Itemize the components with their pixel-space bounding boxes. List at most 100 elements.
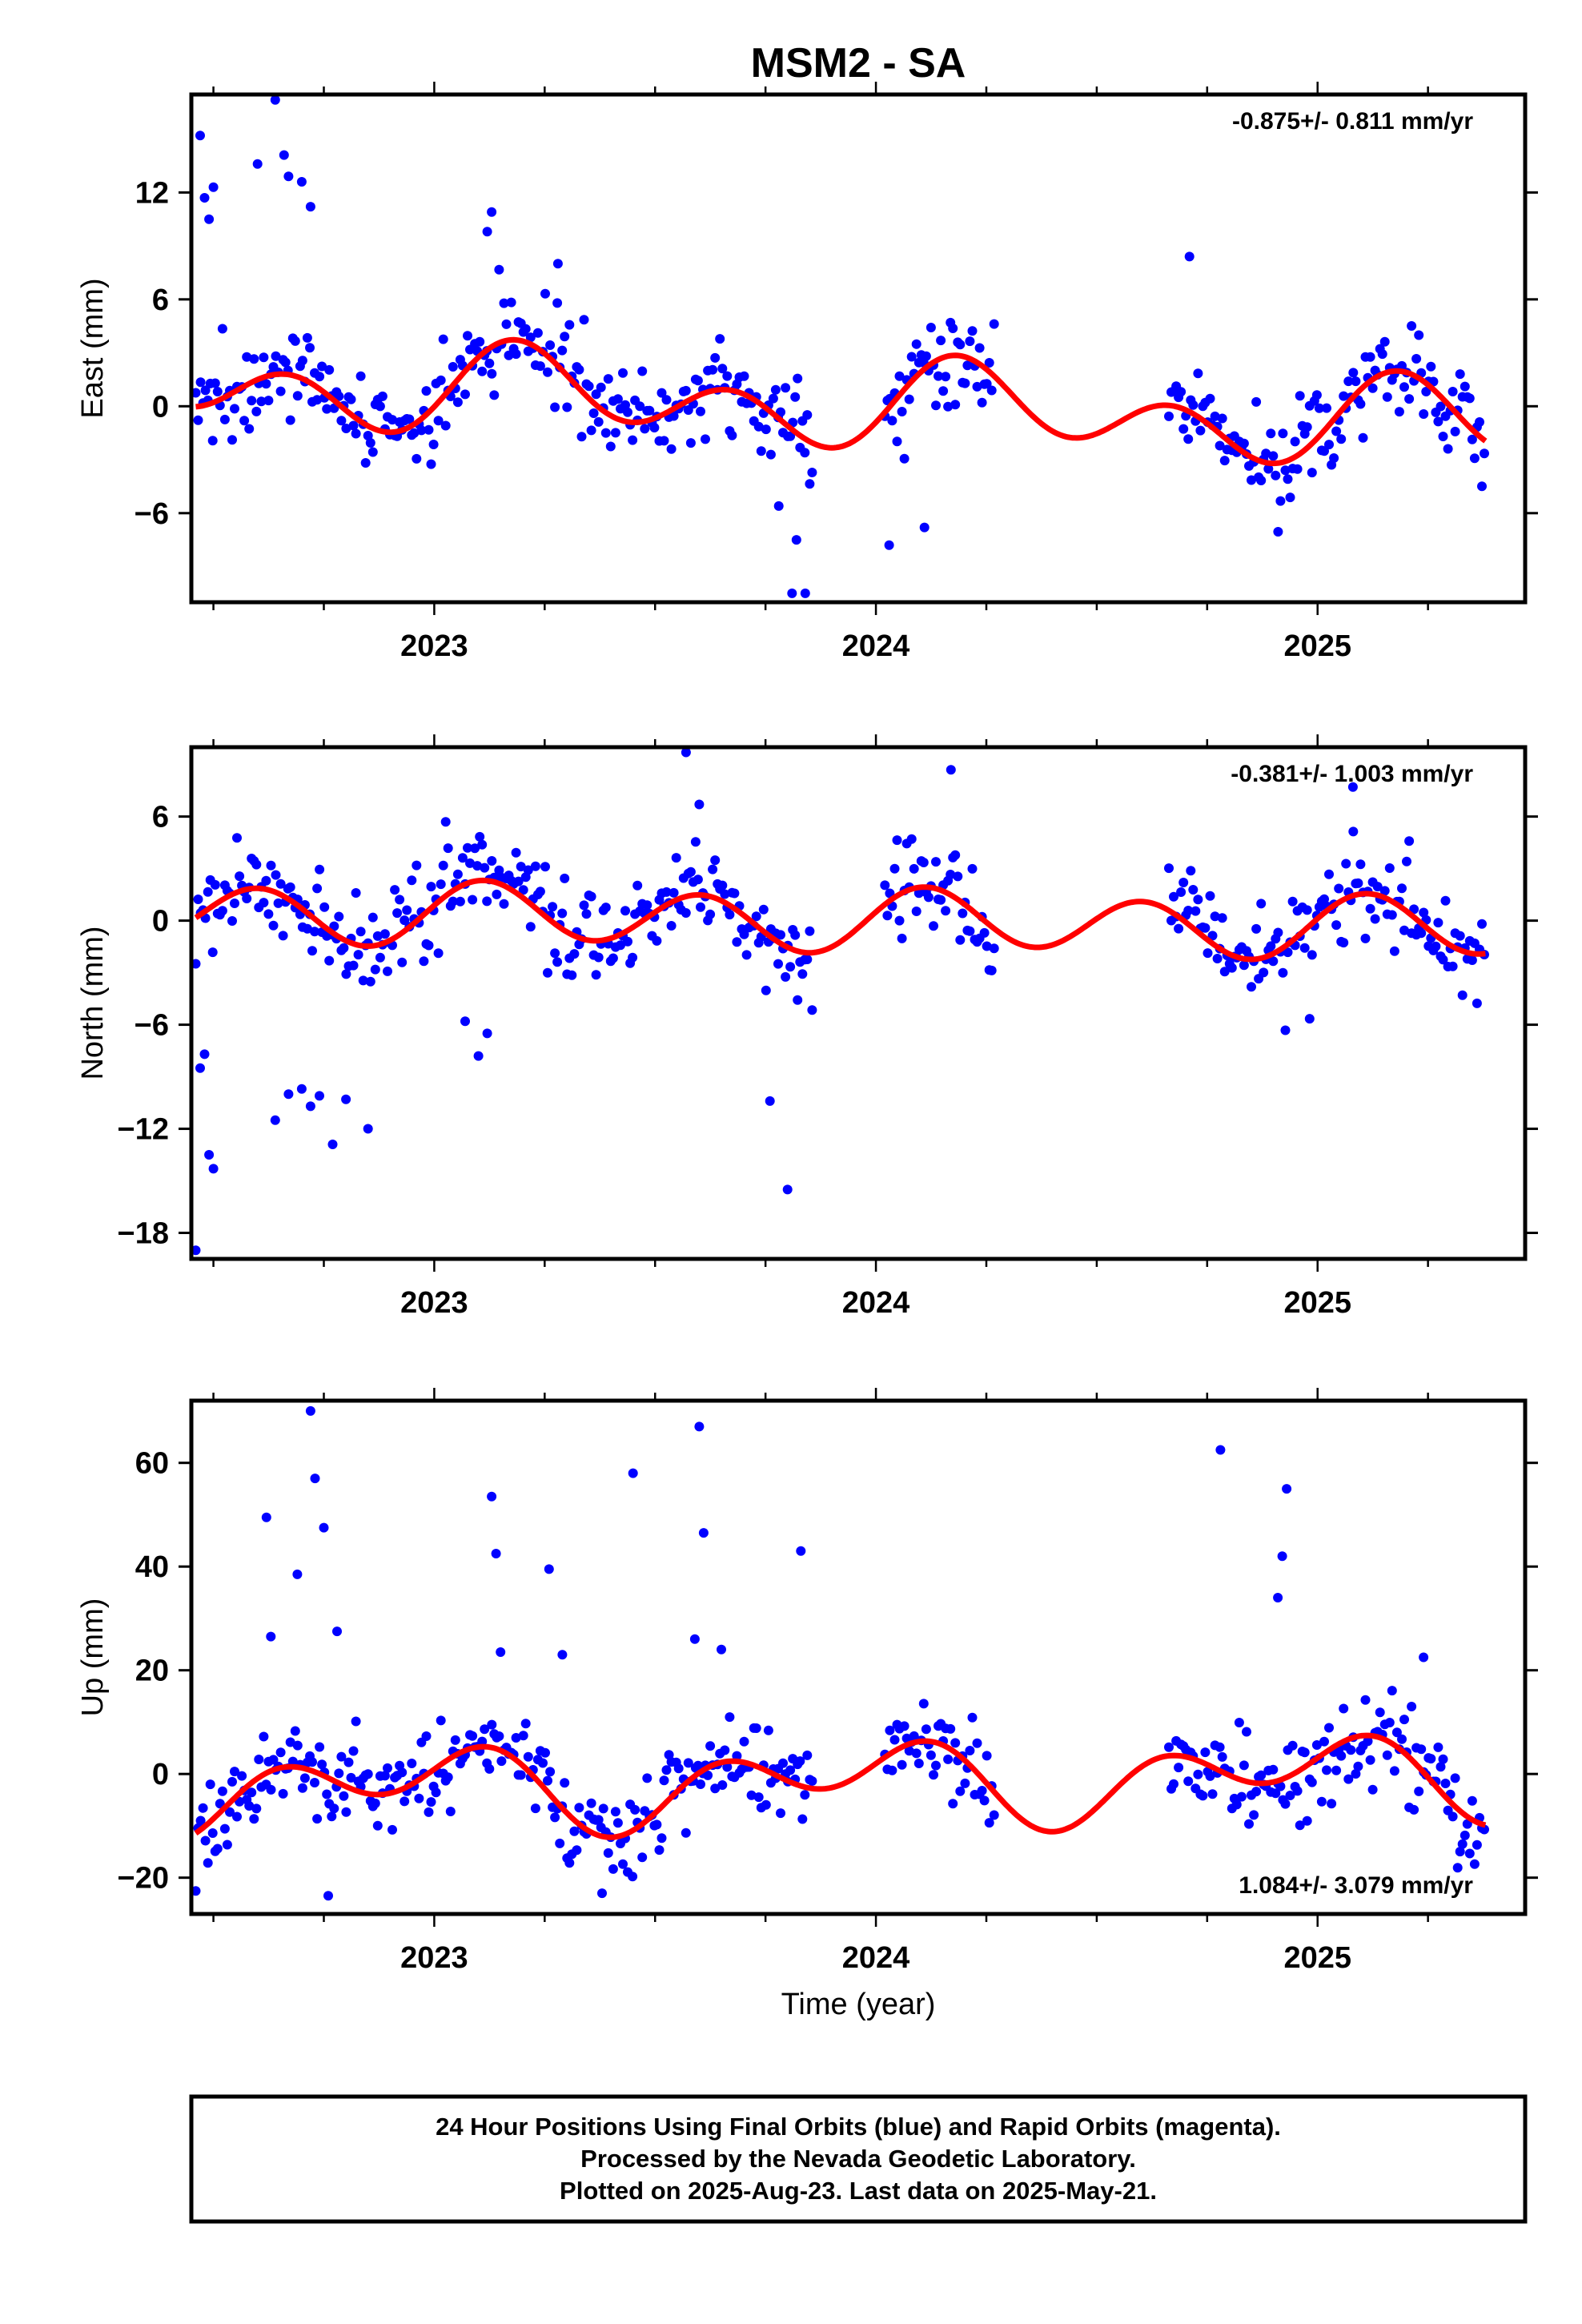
data-point bbox=[1217, 413, 1227, 424]
data-point bbox=[1290, 436, 1300, 447]
data-point bbox=[1367, 383, 1378, 393]
data-point bbox=[608, 953, 618, 963]
data-point bbox=[1176, 387, 1186, 397]
data-point bbox=[681, 1827, 691, 1838]
data-point bbox=[717, 880, 728, 891]
outlier-point bbox=[1273, 1593, 1283, 1602]
data-point bbox=[239, 416, 250, 426]
data-point bbox=[198, 1803, 208, 1813]
data-point bbox=[656, 1833, 667, 1844]
data-point bbox=[669, 887, 679, 898]
data-point bbox=[1205, 891, 1215, 901]
data-point bbox=[1343, 1774, 1354, 1784]
data-point bbox=[768, 393, 778, 404]
data-point bbox=[1268, 1764, 1279, 1775]
y-tick-label: 6 bbox=[152, 801, 169, 834]
data-point bbox=[1358, 432, 1368, 443]
data-point bbox=[472, 861, 483, 871]
data-point bbox=[1247, 982, 1256, 992]
panel-frame bbox=[189, 745, 1528, 1261]
data-point bbox=[756, 446, 766, 456]
data-point bbox=[232, 833, 242, 843]
data-point bbox=[1302, 422, 1312, 432]
data-point bbox=[1443, 444, 1453, 454]
data-point bbox=[1464, 1848, 1475, 1859]
data-point bbox=[965, 1746, 975, 1755]
data-point bbox=[785, 1765, 796, 1775]
data-point bbox=[1285, 1791, 1295, 1800]
data-point bbox=[287, 1756, 298, 1767]
data-point bbox=[776, 930, 785, 940]
data-point bbox=[1183, 906, 1194, 915]
data-point bbox=[372, 1820, 383, 1831]
data-point bbox=[315, 372, 325, 382]
data-point bbox=[979, 927, 990, 938]
data-point bbox=[244, 424, 255, 434]
data-point bbox=[911, 339, 921, 349]
data-point bbox=[494, 264, 504, 275]
data-point bbox=[610, 428, 620, 438]
outlier-point bbox=[544, 1564, 554, 1574]
data-point bbox=[307, 1757, 317, 1767]
data-point bbox=[931, 1760, 941, 1771]
data-point bbox=[696, 1779, 705, 1789]
data-point bbox=[887, 1765, 897, 1775]
data-point bbox=[929, 1770, 938, 1780]
data-point bbox=[227, 435, 237, 445]
data-point bbox=[1353, 878, 1363, 888]
data-point bbox=[1411, 354, 1422, 364]
data-point bbox=[334, 911, 344, 922]
data-point bbox=[1164, 411, 1174, 421]
data-point bbox=[1244, 1819, 1254, 1829]
data-point bbox=[548, 902, 558, 912]
data-point bbox=[807, 1776, 817, 1786]
data-point bbox=[637, 366, 648, 376]
outlier-point bbox=[283, 171, 294, 182]
data-point bbox=[1331, 426, 1342, 436]
data-point bbox=[1263, 464, 1274, 474]
data-point bbox=[1363, 1736, 1373, 1747]
point-series bbox=[191, 1405, 1489, 1901]
data-point bbox=[310, 927, 319, 937]
data-point bbox=[543, 367, 552, 377]
data-point bbox=[1336, 1751, 1347, 1761]
data-point bbox=[1215, 440, 1225, 451]
data-point bbox=[365, 438, 375, 448]
data-point bbox=[557, 345, 568, 356]
data-point bbox=[1207, 931, 1218, 941]
data-point bbox=[426, 1797, 436, 1807]
data-point bbox=[1404, 394, 1415, 404]
data-point bbox=[950, 850, 961, 860]
data-point bbox=[1188, 400, 1199, 410]
data-point bbox=[532, 328, 543, 338]
data-point bbox=[632, 880, 643, 891]
outlier-point bbox=[191, 1245, 201, 1256]
data-point bbox=[494, 1731, 504, 1741]
data-point bbox=[230, 404, 239, 414]
data-point bbox=[285, 415, 295, 425]
data-point bbox=[419, 956, 429, 967]
data-point bbox=[263, 909, 274, 919]
data-point bbox=[1402, 856, 1411, 866]
data-point bbox=[887, 416, 897, 426]
data-point bbox=[550, 402, 560, 412]
data-point bbox=[1283, 474, 1293, 485]
outlier-point bbox=[305, 1405, 315, 1416]
data-point bbox=[480, 862, 490, 873]
data-point bbox=[1287, 896, 1298, 907]
rate-label: 1.084+/- 3.079 mm/yr bbox=[1239, 1872, 1473, 1899]
data-point bbox=[438, 334, 448, 344]
data-point bbox=[543, 967, 552, 978]
data-point bbox=[1285, 493, 1295, 503]
data-point bbox=[1467, 1795, 1477, 1806]
data-point bbox=[400, 1796, 410, 1807]
data-point bbox=[285, 1737, 295, 1747]
data-point bbox=[986, 385, 997, 396]
data-point bbox=[383, 1763, 392, 1773]
data-point bbox=[1370, 914, 1380, 924]
data-point bbox=[926, 323, 936, 332]
data-point bbox=[230, 899, 239, 908]
data-point bbox=[913, 888, 924, 899]
data-point bbox=[722, 371, 733, 381]
data-point bbox=[324, 955, 335, 966]
